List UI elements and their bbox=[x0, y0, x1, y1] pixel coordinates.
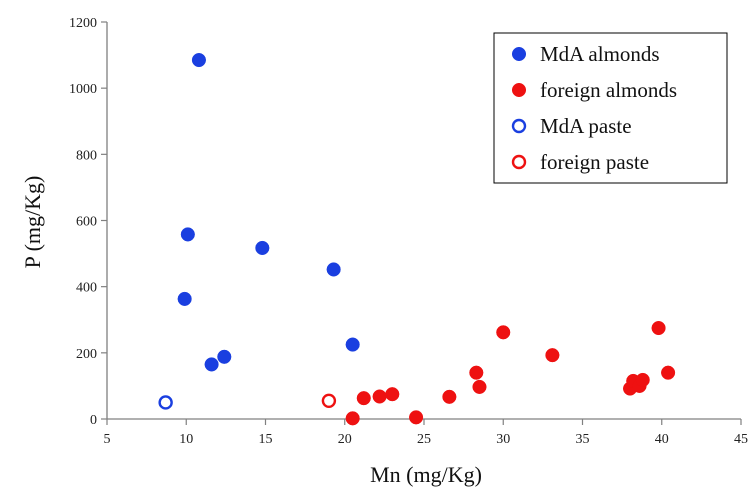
x-tick-label: 5 bbox=[104, 432, 111, 447]
axes: 5 10 15 20 25 30 35 40 45 0 200 400 600 800 1000 1200 bbox=[69, 16, 748, 447]
x-tick-label: 45 bbox=[734, 432, 748, 447]
y-tick-label: 600 bbox=[76, 215, 97, 230]
point-mda-almonds bbox=[177, 291, 192, 306]
legend-label-foreign-almonds: foreign almonds bbox=[540, 78, 677, 102]
x-tick-label: 25 bbox=[417, 432, 431, 447]
point-foreign-almonds bbox=[356, 391, 371, 406]
legend-marker-foreign-almonds bbox=[511, 82, 527, 98]
y-tick-label: 400 bbox=[76, 281, 97, 296]
data-points bbox=[158, 52, 676, 426]
point-foreign-paste bbox=[321, 393, 337, 409]
y-tick-label: 1200 bbox=[69, 16, 97, 31]
point-foreign-almonds bbox=[635, 372, 650, 388]
legend-label-foreign-paste: foreign paste bbox=[540, 150, 649, 174]
legend-marker-mda-almonds bbox=[511, 46, 527, 62]
point-foreign-almonds bbox=[385, 387, 400, 402]
point-foreign-almonds bbox=[651, 320, 666, 336]
point-foreign-almonds bbox=[469, 365, 484, 380]
legend-marker-foreign-paste bbox=[511, 154, 527, 170]
point-foreign-almonds bbox=[496, 325, 511, 340]
x-tick-label: 35 bbox=[576, 432, 590, 447]
x-tick-label: 30 bbox=[496, 432, 510, 447]
point-foreign-almonds bbox=[545, 348, 560, 363]
legend-label-mda-paste: MdA paste bbox=[540, 114, 632, 138]
y-tick-label: 200 bbox=[76, 347, 97, 362]
point-mda-almonds bbox=[217, 349, 232, 364]
legend-marker-mda-paste bbox=[511, 118, 527, 134]
point-mda-almonds bbox=[204, 357, 219, 372]
legend-box bbox=[493, 32, 728, 184]
legend: MdA almonds foreign almonds MdA paste forei… bbox=[493, 32, 728, 184]
point-foreign-almonds bbox=[442, 389, 457, 404]
x-tick-label: 40 bbox=[655, 432, 669, 447]
legend-label-mda-almonds: MdA almonds bbox=[540, 42, 660, 66]
x-tick-label: 15 bbox=[259, 432, 273, 447]
point-foreign-almonds bbox=[472, 379, 487, 394]
y-tick-label: 0 bbox=[90, 413, 97, 428]
point-mda-almonds bbox=[180, 227, 195, 242]
point-mda-almonds bbox=[326, 262, 341, 277]
point-mda-almonds bbox=[191, 52, 206, 68]
x-axis-title: Mn (mg/Kg) bbox=[370, 462, 482, 487]
point-foreign-almonds bbox=[409, 410, 424, 425]
point-foreign-almonds bbox=[345, 411, 360, 426]
point-foreign-almonds bbox=[372, 389, 387, 404]
point-mda-paste bbox=[158, 395, 173, 410]
point-foreign-almonds bbox=[661, 365, 676, 380]
point-mda-almonds bbox=[255, 240, 270, 256]
y-axis-title: P (mg/Kg) bbox=[20, 176, 45, 269]
y-tick-label: 800 bbox=[76, 148, 97, 163]
x-tick-label: 10 bbox=[179, 432, 193, 447]
point-mda-almonds bbox=[345, 337, 360, 352]
x-tick-label: 20 bbox=[338, 432, 352, 447]
y-tick-label: 1000 bbox=[69, 82, 97, 97]
